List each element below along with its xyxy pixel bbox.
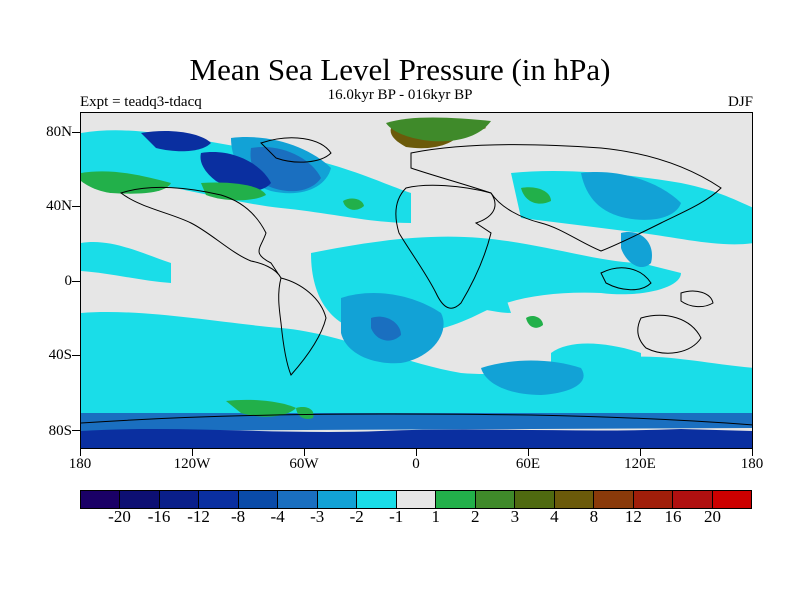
map-panel — [80, 112, 753, 449]
colorbar-label: 20 — [703, 507, 721, 526]
colorbar-swatch — [436, 491, 476, 508]
colorbar-label: -12 — [187, 507, 210, 526]
y-tick — [72, 355, 80, 356]
x-label-0: 0 — [412, 456, 420, 472]
experiment-label: Expt = teadq3-tdacq — [80, 94, 202, 110]
y-tick — [72, 430, 80, 431]
colorbar-label: 3 — [510, 507, 520, 526]
x-tick — [192, 449, 193, 456]
y-tick — [72, 281, 80, 282]
colorbar-swatch — [357, 491, 397, 508]
colorbar-swatch — [238, 491, 279, 508]
colorbar-swatch — [278, 491, 318, 508]
colorbar-label: 12 — [624, 507, 642, 526]
colorbar-label: 1 — [431, 507, 441, 526]
y-label-80s: 80S — [48, 423, 72, 439]
colorbar-label: -3 — [310, 507, 325, 526]
colorbar-label: -16 — [147, 507, 171, 526]
x-label-60e: 60E — [515, 456, 541, 472]
x-tick — [416, 449, 417, 456]
x-tick — [80, 449, 81, 456]
colorbar-swatch — [81, 491, 121, 508]
colorbar-label: 4 — [550, 507, 559, 526]
colorbar-swatch — [633, 491, 674, 508]
colorbar-swatch — [396, 491, 437, 508]
colorbar-label: 16 — [664, 507, 682, 526]
x-label-180w: 180 — [68, 456, 92, 472]
x-label-180e: 180 — [740, 456, 764, 472]
colorbar-swatch — [712, 491, 751, 508]
contour-band-minus1 — [81, 130, 752, 413]
colorbar-swatch — [515, 491, 555, 508]
colorbar-label: 8 — [589, 507, 599, 526]
colorbar — [80, 490, 752, 509]
y-label-40s: 40S — [48, 347, 72, 363]
contour-band-minus8 — [81, 131, 752, 448]
colorbar-swatch — [475, 491, 516, 508]
x-tick — [752, 449, 753, 456]
y-tick — [72, 206, 80, 207]
x-label-120e: 120E — [624, 456, 656, 472]
coastlines — [81, 137, 752, 426]
season-label: DJF — [727, 94, 753, 110]
y-label-40n: 40N — [46, 198, 72, 214]
x-tick — [304, 449, 305, 456]
x-label-120w: 120W — [173, 456, 211, 472]
map-title: Mean Sea Level Pressure (in hPa) — [189, 52, 611, 87]
colorbar-swatch — [159, 491, 200, 508]
map-subtitle: 16.0kyr BP - 016kyr BP — [327, 87, 473, 103]
colorbar-label: -4 — [270, 507, 285, 526]
x-label-60w: 60W — [289, 456, 319, 472]
x-tick — [640, 449, 641, 456]
x-tick — [528, 449, 529, 456]
colorbar-label: -1 — [389, 507, 404, 526]
colorbar-label: -8 — [231, 507, 246, 526]
contour-band-minus3 — [81, 147, 752, 431]
y-label-0: 0 — [64, 273, 73, 289]
colorbar-swatch — [673, 491, 713, 508]
colorbar-label: -2 — [349, 507, 364, 526]
colorbar-swatch — [317, 491, 358, 508]
contour-band-plus2 — [386, 117, 491, 142]
colorbar-swatch — [554, 491, 595, 508]
colorbar-label: -20 — [108, 507, 131, 526]
colorbar-swatch — [120, 491, 160, 508]
pressure-anomaly-map — [81, 113, 752, 448]
colorbar-label: 2 — [471, 507, 480, 526]
y-tick — [72, 132, 80, 133]
y-label-80n: 80N — [46, 124, 72, 140]
colorbar-swatch — [199, 491, 239, 508]
colorbar-swatch — [594, 491, 634, 508]
